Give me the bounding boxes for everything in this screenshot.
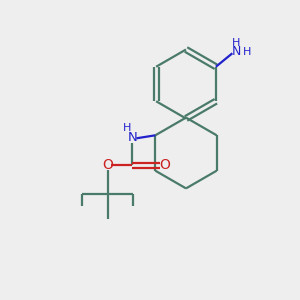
Text: H: H (123, 123, 132, 134)
Text: O: O (102, 158, 113, 172)
Text: H: H (232, 38, 240, 48)
Text: O: O (160, 158, 170, 172)
Text: H: H (243, 47, 252, 57)
Text: N: N (128, 131, 137, 144)
Text: N: N (231, 45, 241, 58)
